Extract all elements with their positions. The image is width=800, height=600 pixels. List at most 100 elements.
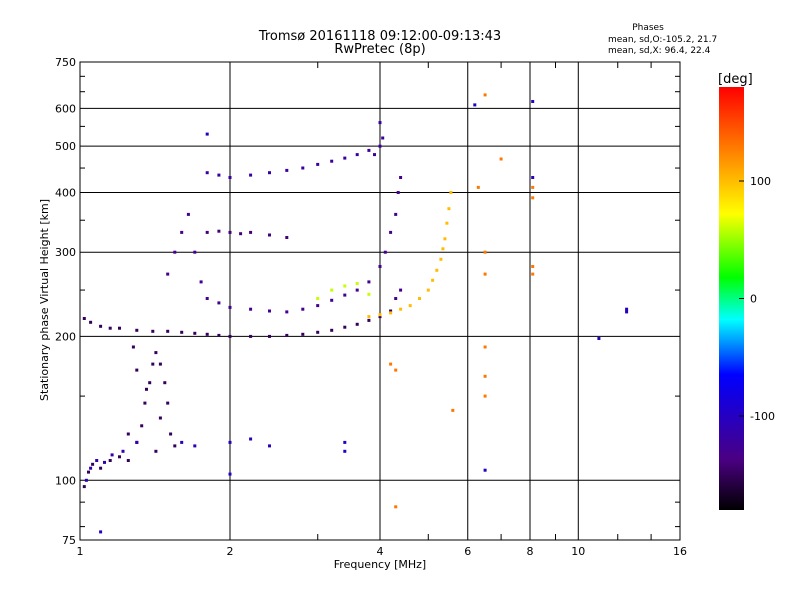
data-point-o_base xyxy=(249,334,253,338)
data-point-sparse_blue xyxy=(473,103,477,107)
data-point-low_layer xyxy=(108,459,112,462)
data-point-o_base xyxy=(355,322,359,326)
data-point-x_mode_mid xyxy=(367,292,371,296)
data-point-x_mode xyxy=(408,304,412,308)
data-point-o_spread xyxy=(394,212,398,216)
data-point-o_base xyxy=(118,326,121,330)
y-tick-label: 400 xyxy=(55,186,76,199)
data-point-low_layer_echo xyxy=(110,453,114,457)
stats-line-x: mean, sd,X: 96.4, 22.4 xyxy=(608,46,711,56)
data-point-sparse xyxy=(483,93,487,97)
data-point-o_spread xyxy=(378,265,382,268)
data-point-x_mode xyxy=(431,278,435,282)
data-point-sparse xyxy=(483,394,487,398)
data-point-low_layer xyxy=(82,485,86,489)
data-point-o_spread xyxy=(355,288,359,292)
x-tick-label: 4 xyxy=(377,545,384,558)
y-tick-label: 200 xyxy=(55,330,76,343)
data-point-sparse xyxy=(483,272,487,276)
data-point-low_layer xyxy=(151,362,155,366)
data-point-low_layer xyxy=(140,424,144,428)
data-point-sparse_blue xyxy=(531,100,535,103)
data-point-low_layer_echo xyxy=(121,449,125,453)
data-point-x_mode xyxy=(426,288,430,292)
y-tick-label: 750 xyxy=(55,56,76,69)
data-point-x_mode_mid xyxy=(330,288,334,292)
data-point-o_base xyxy=(99,324,103,328)
x-tick-label: 16 xyxy=(673,545,687,558)
data-point-sparse_blue xyxy=(343,449,347,453)
data-point-sparse_blue xyxy=(343,440,347,444)
data-point-low_layer xyxy=(173,444,177,448)
data-point-o_base xyxy=(316,330,320,334)
data-point-o_spread xyxy=(199,280,203,284)
data-point-mid_echo xyxy=(228,440,232,444)
data-point-sparse_blue xyxy=(205,132,209,136)
data-point-o_base xyxy=(389,309,393,313)
data-point-x_mode xyxy=(389,311,393,315)
data-point-o_base xyxy=(205,332,209,336)
colorbar-label: [deg] xyxy=(718,72,753,87)
data-point-x_mode xyxy=(439,257,443,261)
data-point-o_echo_330 xyxy=(285,236,289,239)
data-point-o_base xyxy=(330,328,334,332)
colorbar-tick-label: -100 xyxy=(750,410,775,423)
data-point-low_layer xyxy=(154,449,158,453)
data-point-o_echo_430 xyxy=(285,168,289,172)
data-point-o_base xyxy=(108,326,112,330)
data-point-x_mode xyxy=(418,297,421,300)
data-point-mid_echo xyxy=(268,444,271,448)
data-point-x_mode xyxy=(441,247,445,251)
data-point-mid_echo xyxy=(193,444,197,448)
data-point-sparse xyxy=(531,185,535,189)
data-point-o_spread xyxy=(205,297,209,300)
data-point-o_base xyxy=(268,334,271,338)
data-point-low_layer xyxy=(131,345,135,349)
data-point-sparse xyxy=(476,185,480,189)
data-point-x_mode xyxy=(443,237,447,241)
data-point-sparse xyxy=(394,368,398,372)
y-tick-labels: 75 100 200 300 400 500 600 750 xyxy=(55,56,76,547)
data-point-o_base xyxy=(301,332,305,336)
data-point-x_mode_mid xyxy=(355,282,359,285)
minor-ticks xyxy=(80,62,680,540)
data-point-o_spread xyxy=(330,298,334,302)
data-point-o_spread xyxy=(396,191,400,194)
data-point-o_spread xyxy=(399,176,403,179)
data-point-low_layer_echo xyxy=(84,478,88,482)
data-point-o_spread xyxy=(301,307,305,311)
data-point-o_base xyxy=(367,318,371,322)
data-point-sparse_blue xyxy=(625,307,629,311)
data-point-sparse_blue xyxy=(99,530,103,534)
data-point-mid_echo xyxy=(180,440,184,444)
data-point-sparse_blue xyxy=(483,468,487,472)
y-tick-label: 75 xyxy=(62,534,76,547)
data-point-o_spread xyxy=(394,297,398,300)
data-point-o_base xyxy=(343,325,347,329)
data-point-o_echo_430 xyxy=(249,173,253,177)
data-point-o_echo_430 xyxy=(378,121,382,125)
data-point-o_echo_430 xyxy=(367,148,371,152)
data-point-o_base xyxy=(378,315,382,319)
x-tick-label: 2 xyxy=(227,545,234,558)
data-point-o_base xyxy=(151,329,155,333)
data-point-o_echo_330 xyxy=(205,230,209,234)
data-point-x_mode_mid xyxy=(316,297,320,300)
data-point-x_mode xyxy=(449,191,453,194)
data-point-low_layer xyxy=(148,381,152,385)
data-point-sparse xyxy=(499,157,503,161)
data-point-low_layer xyxy=(118,455,121,459)
stats-line-o: mean, sd,O:-105.2, 21.7 xyxy=(608,35,717,45)
x-tick-label: 6 xyxy=(464,545,471,558)
data-point-o_spread xyxy=(217,301,221,305)
data-point-x_mode xyxy=(378,313,382,317)
data-point-o_echo_430 xyxy=(355,153,359,157)
data-point-o_base xyxy=(217,333,221,337)
data-point-low_layer xyxy=(91,462,95,466)
data-point-o_base xyxy=(135,328,139,332)
stats-title: Phases xyxy=(632,23,664,33)
data-point-o_spread xyxy=(268,309,271,313)
data-point-low_layer_echo xyxy=(103,460,106,464)
data-point-sparse_blue xyxy=(597,337,601,340)
